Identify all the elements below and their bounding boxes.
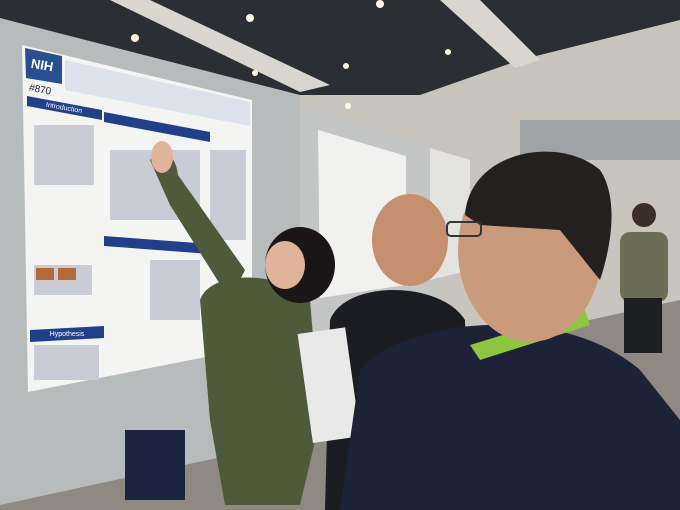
logo-box xyxy=(25,48,62,84)
poster-image xyxy=(36,268,54,280)
face xyxy=(265,241,305,289)
person-legs xyxy=(624,298,662,353)
ceiling-beam xyxy=(110,0,330,92)
raised-arm xyxy=(150,153,245,300)
person xyxy=(620,232,668,302)
poster-image xyxy=(58,268,76,280)
head xyxy=(372,194,448,286)
papers xyxy=(297,327,361,443)
section-header xyxy=(27,96,102,120)
section-title: Hypothesis xyxy=(50,331,85,338)
jacket xyxy=(200,277,320,505)
poster-title-area xyxy=(65,60,250,126)
person-head xyxy=(632,203,656,227)
hair xyxy=(465,151,612,280)
section-header xyxy=(104,236,210,254)
logo: NIH xyxy=(30,56,55,75)
hand xyxy=(151,141,173,173)
jacket xyxy=(340,324,680,510)
legs xyxy=(125,430,185,500)
glasses xyxy=(446,221,482,237)
section-header xyxy=(104,112,210,142)
ceiling-beam xyxy=(440,0,540,68)
section-header xyxy=(30,326,104,342)
ceiling-lights xyxy=(131,0,451,109)
poster-number: #870 xyxy=(28,83,52,98)
